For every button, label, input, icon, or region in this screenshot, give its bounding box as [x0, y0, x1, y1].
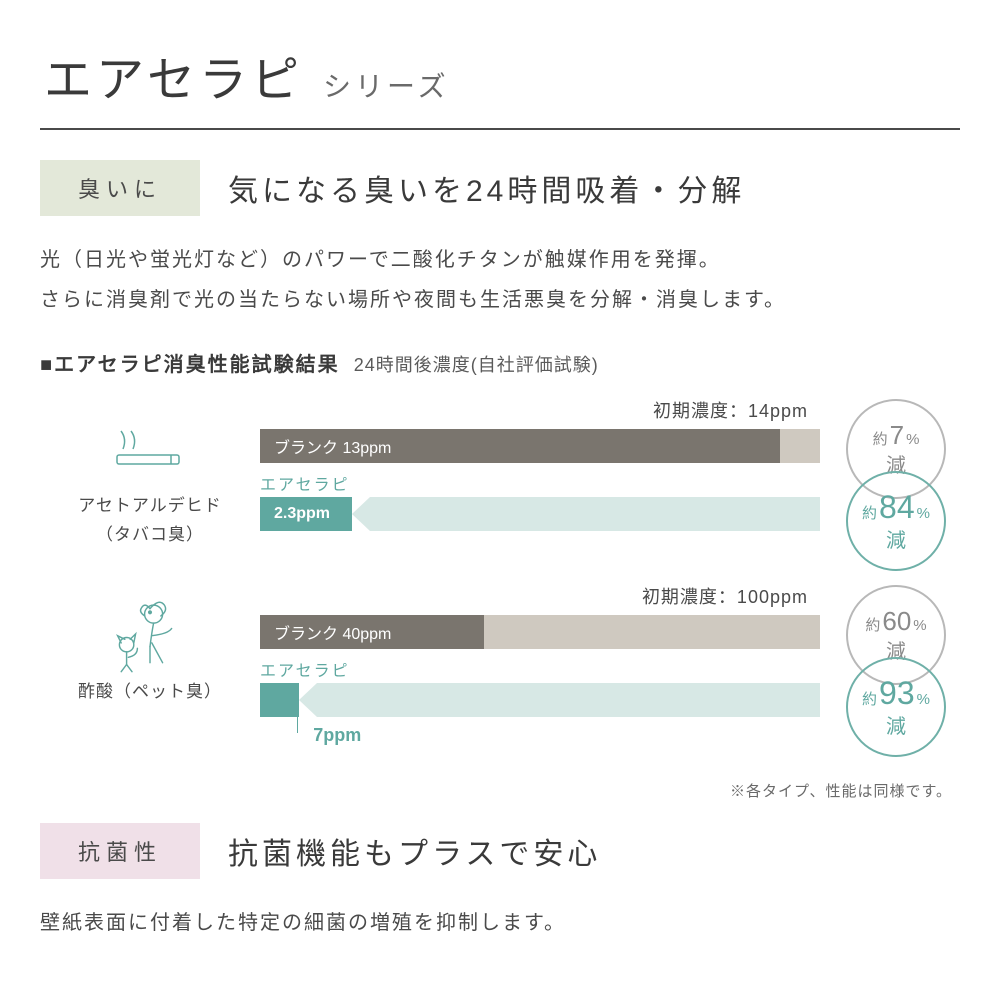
chart-group: 酢酸（ペット臭） 初期濃度：100ppm ブランク 40ppm エアセラピ 7pp… — [40, 583, 960, 746]
heading-odor: 気になる臭いを24時間吸着・分解 — [228, 166, 745, 210]
test-header: ■エアセラピ消臭性能試験結果 24時間後濃度(自社評価試験) — [40, 348, 960, 377]
heading-antibac: 抗菌機能もプラスで安心 — [228, 829, 601, 873]
cigarette-icon — [105, 417, 195, 477]
blank-bar: ブランク 13ppm — [260, 429, 820, 463]
blank-bar-label: ブランク 40ppm — [260, 620, 391, 644]
chart-footnote: ※各タイプ、性能は同様です。 — [40, 780, 960, 801]
title-main: エアセラピ — [44, 40, 303, 110]
title-sub: シリーズ — [323, 65, 450, 105]
blank-bar: ブランク 40ppm — [260, 615, 820, 649]
chart-left-label: 酢酸（ペット臭） — [40, 583, 260, 702]
page-title: エアセラピ シリーズ — [40, 40, 960, 110]
body-line-2: さらに消臭剤で光の当たらない場所や夜間も生活悪臭を分解・消臭します。 — [40, 289, 786, 311]
product-bar: 2.3ppm — [260, 497, 820, 531]
test-header-main: ■エアセラピ消臭性能試験結果 — [40, 348, 340, 377]
reduction-badge-product: 約93%減 — [846, 657, 946, 757]
body-line-1: 光（日光や蛍光灯など）のパワーで二酸化チタンが触媒作用を発揮。 — [40, 249, 721, 271]
product-value: 7ppm — [260, 725, 820, 746]
initial-concentration-label: 初期濃度：100ppm — [260, 583, 820, 609]
blank-bar-label: ブランク 13ppm — [260, 434, 391, 458]
chart-area: アセトアルデヒド （タバコ臭） 初期濃度：14ppm ブランク 13ppm エアセラ… — [40, 397, 960, 746]
section-odor-header: 臭いに 気になる臭いを24時間吸着・分解 — [40, 160, 960, 216]
tag-odor: 臭いに — [40, 160, 200, 216]
pet-icon — [105, 588, 195, 678]
tag-antibac: 抗菌性 — [40, 823, 200, 879]
chart-group: アセトアルデヒド （タバコ臭） 初期濃度：14ppm ブランク 13ppm エアセラ… — [40, 397, 960, 545]
reduction-badge-product: 約84%減 — [846, 471, 946, 571]
substance-label: 酢酸（ペット臭） — [78, 677, 222, 702]
product-label: エアセラピ — [260, 657, 820, 681]
product-bar — [260, 683, 820, 717]
section-antibac-header: 抗菌性 抗菌機能もプラスで安心 — [40, 823, 960, 879]
test-header-sub: 24時間後濃度(自社評価試験) — [354, 351, 599, 377]
antibac-description: 壁紙表面に付着した特定の細菌の増殖を抑制します。 — [40, 903, 960, 943]
odor-description: 光（日光や蛍光灯など）のパワーで二酸化チタンが触媒作用を発揮。 さらに消臭剤で光… — [40, 240, 960, 320]
product-label: エアセラピ — [260, 471, 820, 495]
initial-concentration-label: 初期濃度：14ppm — [260, 397, 820, 423]
product-value: 2.3ppm — [260, 505, 330, 523]
title-divider — [40, 128, 960, 130]
chart-left-label: アセトアルデヒド （タバコ臭） — [40, 397, 260, 545]
substance-sublabel: （タバコ臭） — [96, 520, 204, 545]
substance-label: アセトアルデヒド — [78, 491, 222, 516]
